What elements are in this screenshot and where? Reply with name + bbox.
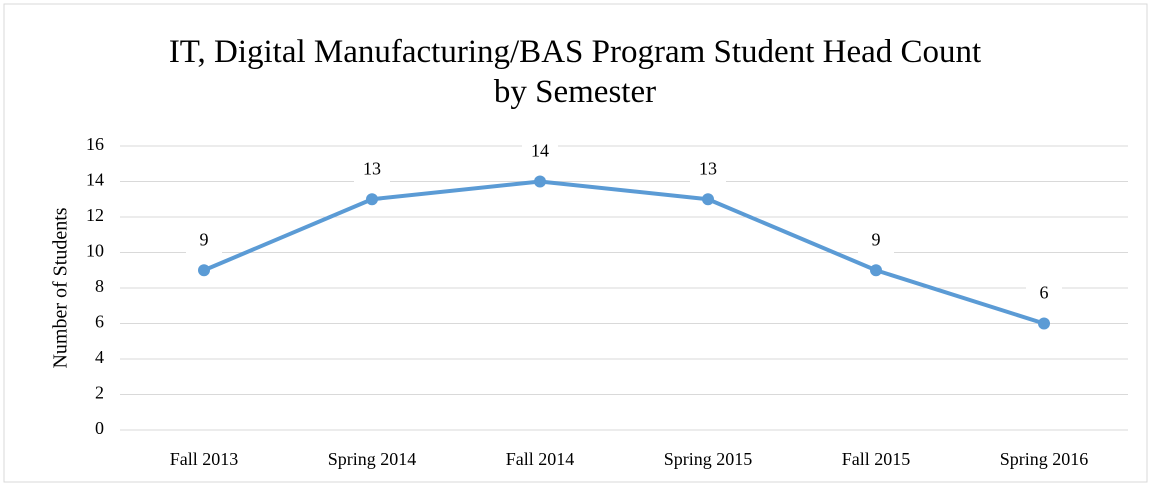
marker bbox=[198, 264, 210, 277]
y-tick-label: 14 bbox=[86, 170, 104, 190]
x-tick-label: Fall 2014 bbox=[506, 449, 575, 469]
data-label-bg bbox=[186, 228, 222, 255]
x-tick-label: Spring 2016 bbox=[1000, 449, 1089, 469]
data-label-bg bbox=[858, 228, 894, 255]
data-label-bg bbox=[354, 157, 390, 184]
x-tick-label: Fall 2013 bbox=[170, 449, 239, 469]
y-tick-label: 6 bbox=[95, 312, 104, 332]
data-label-bg bbox=[1026, 281, 1062, 308]
data-label-bg bbox=[522, 139, 558, 166]
y-tick-label: 12 bbox=[86, 205, 104, 225]
y-tick-label: 2 bbox=[95, 383, 104, 403]
marker bbox=[870, 264, 882, 277]
x-tick-label: Spring 2014 bbox=[328, 449, 417, 469]
marker bbox=[1038, 317, 1050, 330]
data-label: 14 bbox=[531, 141, 549, 161]
y-tick-label: 16 bbox=[86, 134, 104, 154]
marker bbox=[534, 175, 546, 188]
line bbox=[203, 179, 1045, 326]
y-tick-label: 0 bbox=[95, 418, 104, 438]
x-tick-label: Spring 2015 bbox=[664, 449, 753, 469]
data-label: 13 bbox=[363, 158, 381, 178]
data-label: 9 bbox=[200, 229, 209, 249]
data-label-bg bbox=[690, 157, 726, 184]
chart-border bbox=[3, 3, 1148, 483]
data-label: 6 bbox=[1040, 283, 1049, 303]
y-tick-label: 8 bbox=[95, 276, 104, 296]
chart-title: IT, Digital Manufacturing/BAS Program St… bbox=[168, 34, 982, 110]
y-tick-label: 4 bbox=[95, 347, 104, 367]
marker bbox=[702, 193, 714, 206]
y-tick-label: 10 bbox=[86, 241, 104, 261]
x-tick-label: Fall 2015 bbox=[842, 449, 911, 469]
data-label: 13 bbox=[699, 158, 717, 178]
y-axis-label: Number of Students bbox=[50, 207, 72, 368]
marker bbox=[366, 193, 378, 206]
data-label: 9 bbox=[872, 229, 881, 249]
